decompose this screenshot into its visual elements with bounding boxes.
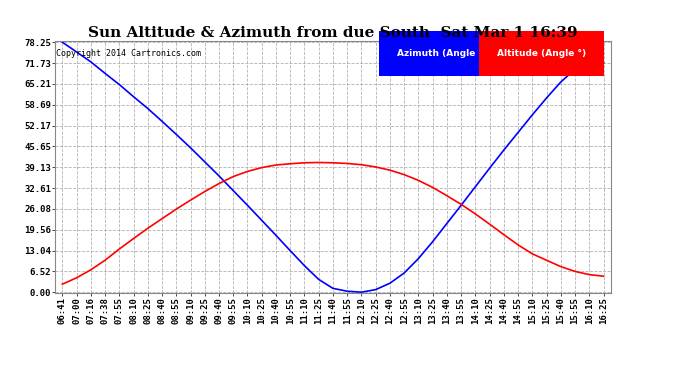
Title: Sun Altitude & Azimuth from due South  Sat Mar 1 16:39: Sun Altitude & Azimuth from due South Sa… [88,26,578,40]
Text: Copyright 2014 Cartronics.com: Copyright 2014 Cartronics.com [57,49,201,58]
Text: Altitude (Angle °): Altitude (Angle °) [497,49,586,58]
Text: Azimuth (Angle °): Azimuth (Angle °) [397,49,487,58]
